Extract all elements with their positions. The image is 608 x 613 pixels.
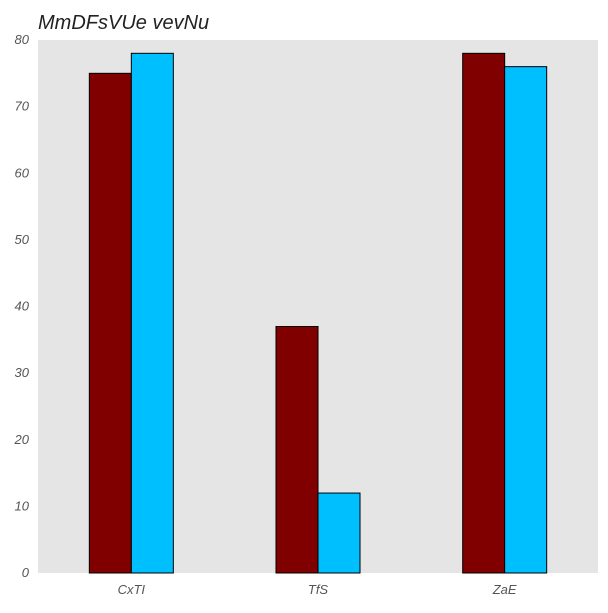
y-tick-label: 0 <box>22 565 30 580</box>
y-tick-label: 20 <box>14 432 30 447</box>
y-tick-label: 40 <box>15 299 30 314</box>
x-axis: CxTI TfS ZaE <box>118 582 517 597</box>
bars-layer <box>88 52 548 574</box>
y-tick-label: 60 <box>15 165 30 180</box>
y-tick-label: 30 <box>15 365 30 380</box>
y-axis: 0 10 20 30 40 50 60 70 80 <box>14 32 30 580</box>
bar <box>462 52 506 574</box>
y-tick-label: 50 <box>15 232 30 247</box>
bar <box>317 492 361 574</box>
chart-title: MmDFsVUe vevNu <box>38 12 209 34</box>
bar <box>88 72 132 574</box>
x-tick-label: TfS <box>308 582 329 597</box>
bar <box>504 66 548 574</box>
y-tick-label: 10 <box>15 498 30 513</box>
y-tick-label: 70 <box>15 99 30 114</box>
x-tick-label: CxTI <box>118 582 146 597</box>
bar <box>275 325 319 574</box>
bar <box>130 52 174 574</box>
y-tick-label: 80 <box>15 32 30 47</box>
x-tick-label: ZaE <box>492 582 517 597</box>
